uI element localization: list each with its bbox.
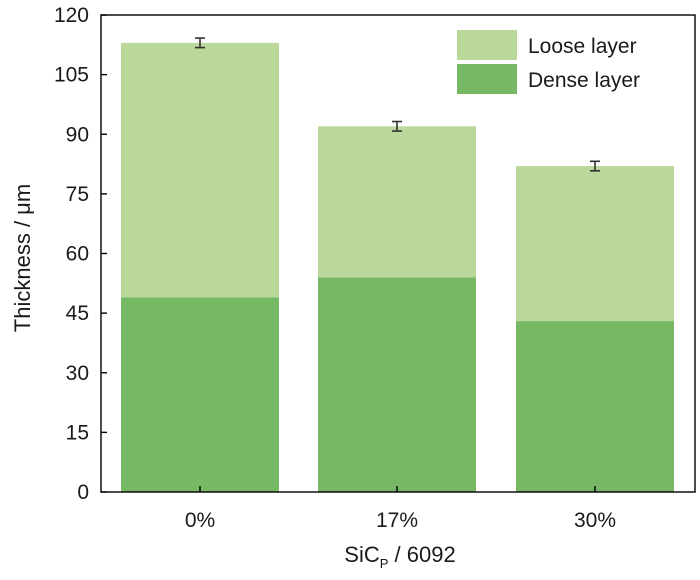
y-axis: 0 15 30 45 60 75 90 105 120 (54, 4, 107, 504)
y-tick-label: 60 (66, 243, 89, 266)
x-tick-label: 30% (574, 509, 616, 532)
y-tick-label: 30 (66, 362, 89, 385)
error-bar-3 (590, 160, 600, 172)
bar-loose-layer-2 (318, 126, 476, 278)
y-tick-label: 120 (54, 4, 89, 27)
plot-frame (100, 14, 696, 493)
x-tick-label: 17% (376, 509, 418, 532)
x-axis-title-subscript: P (380, 556, 389, 571)
bar-loose-layer-3 (516, 166, 674, 322)
bar-dense-layer-1 (121, 297, 279, 492)
legend-swatch-dense-layer (457, 64, 517, 94)
y-tick-label: 75 (66, 183, 89, 206)
plot-area (121, 37, 674, 492)
y-tick-label: 105 (54, 64, 89, 87)
x-axis-title-main: SiC (344, 542, 380, 567)
error-bar-1 (195, 37, 205, 49)
y-tick-label: 15 (66, 421, 89, 444)
x-axis: 0% 17% 30% (185, 486, 616, 532)
x-axis-title-suffix: / 6092 (388, 542, 455, 567)
legend: Loose layer Dense layer (457, 30, 640, 94)
y-tick-label: 0 (77, 481, 89, 504)
x-tick-label: 0% (185, 509, 215, 532)
error-bar-2 (392, 120, 402, 132)
legend-label: Loose layer (528, 35, 637, 58)
legend-label: Dense layer (528, 69, 640, 92)
y-axis-title: Thickness / μm (10, 184, 35, 332)
y-tick-label: 45 (66, 302, 89, 325)
bar-loose-layer-1 (121, 42, 279, 298)
legend-swatch-loose-layer (457, 30, 517, 60)
x-axis-title: SiCP / 6092 (344, 542, 455, 571)
bar-dense-layer-3 (516, 321, 674, 492)
bar-dense-layer-2 (318, 277, 476, 492)
y-tick-label: 90 (66, 123, 89, 146)
